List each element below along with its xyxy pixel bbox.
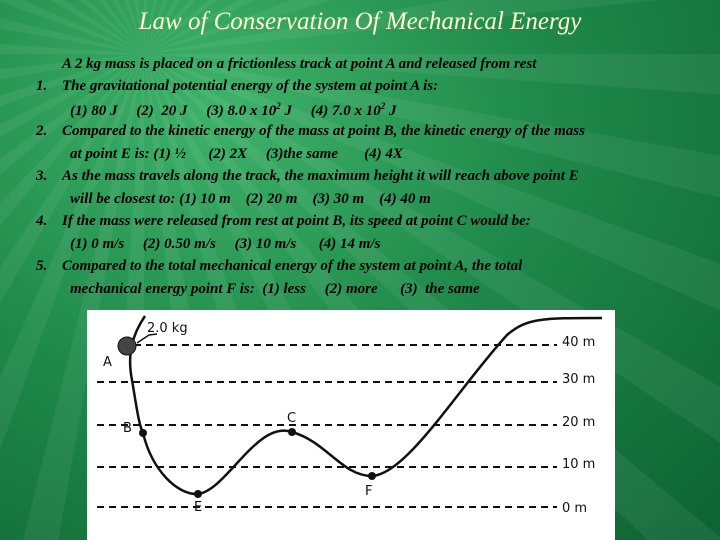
height-lines — [97, 344, 557, 508]
text-run: Compared to the total mechanical energy … — [62, 258, 523, 274]
question-line: at point E is: (1) ½ (2) 2X (3)the same … — [70, 146, 403, 163]
superscript: 2 — [276, 100, 281, 111]
question-number: 1. — [36, 78, 48, 94]
question-number: 4. — [36, 213, 48, 229]
text-run: (1) 0 m/s (2) 0.50 m/s (3) 10 m/s (4) 14… — [70, 235, 381, 252]
text-run: J — [385, 102, 397, 119]
point-dot — [288, 428, 296, 436]
text-run: As the mass travels along the track, the… — [62, 168, 579, 184]
mass — [117, 336, 137, 356]
slide-title: Law of Conservation Of Mechanical Energy — [138, 8, 582, 35]
point-label: B — [123, 421, 132, 436]
mass-pointer — [136, 333, 158, 344]
text-run: If the mass were released from rest at p… — [62, 213, 531, 229]
question-line: The gravitational potential energy of th… — [62, 78, 438, 95]
point-label: E — [194, 500, 202, 515]
height-label: 20 m — [562, 415, 595, 430]
superscript: 2 — [380, 100, 386, 111]
point-label: C — [287, 411, 296, 426]
question-number: 2. — [36, 123, 48, 139]
track — [128, 315, 603, 496]
intro: A 2 kg mass is placed on a frictionless … — [62, 56, 537, 72]
question-line: Compared to the kinetic energy of the ma… — [62, 123, 585, 140]
mass-label: 2.0 kg — [147, 321, 188, 336]
question-line: will be closest to: (1) 10 m (2) 20 m (3… — [70, 191, 431, 208]
point-label: F — [365, 484, 372, 499]
question-number: 3. — [36, 168, 48, 184]
text-run: (1) 80 J (2) 20 J (3) 8.0 x 10 — [70, 102, 277, 119]
question-line: Compared to the total mechanical energy … — [62, 258, 522, 275]
height-label: 10 m — [562, 457, 595, 472]
question-line: (1) 0 m/s (2) 0.50 m/s (3) 10 m/s (4) 14… — [70, 236, 380, 253]
question-line: If the mass were released from rest at p… — [62, 213, 531, 230]
height-label: 30 m — [562, 372, 595, 387]
text-run: at point E is: (1) ½ (2) 2X (3)the same … — [70, 145, 403, 162]
text-run: The gravitational potential energy of th… — [62, 78, 439, 94]
text-run: mechanical energy point F is: (1) less (… — [70, 280, 480, 297]
point-dot — [194, 490, 202, 498]
text-run: will be closest to: (1) 10 m (2) 20 m (3… — [70, 190, 431, 207]
question-line: mechanical energy point F is: (1) less (… — [70, 281, 480, 298]
track-diagram: 2.0 kg A B C E F 40 m 30 m 20 m 10 m 0 m — [87, 310, 615, 540]
text-run: Compared to the kinetic energy of the ma… — [62, 123, 585, 139]
point-dot — [139, 429, 147, 437]
text-run: J (4) 7.0 x 10 — [280, 102, 381, 119]
height-label: 0 m — [562, 501, 587, 516]
question-line: (1) 80 J (2) 20 J (3) 8.0 x 102 J (4) 7.… — [70, 101, 396, 120]
question-number: 5. — [36, 258, 48, 274]
question-line: As the mass travels along the track, the… — [62, 168, 579, 185]
height-label: 40 m — [562, 335, 595, 350]
point-dot — [368, 472, 376, 480]
point-label: A — [103, 355, 112, 370]
